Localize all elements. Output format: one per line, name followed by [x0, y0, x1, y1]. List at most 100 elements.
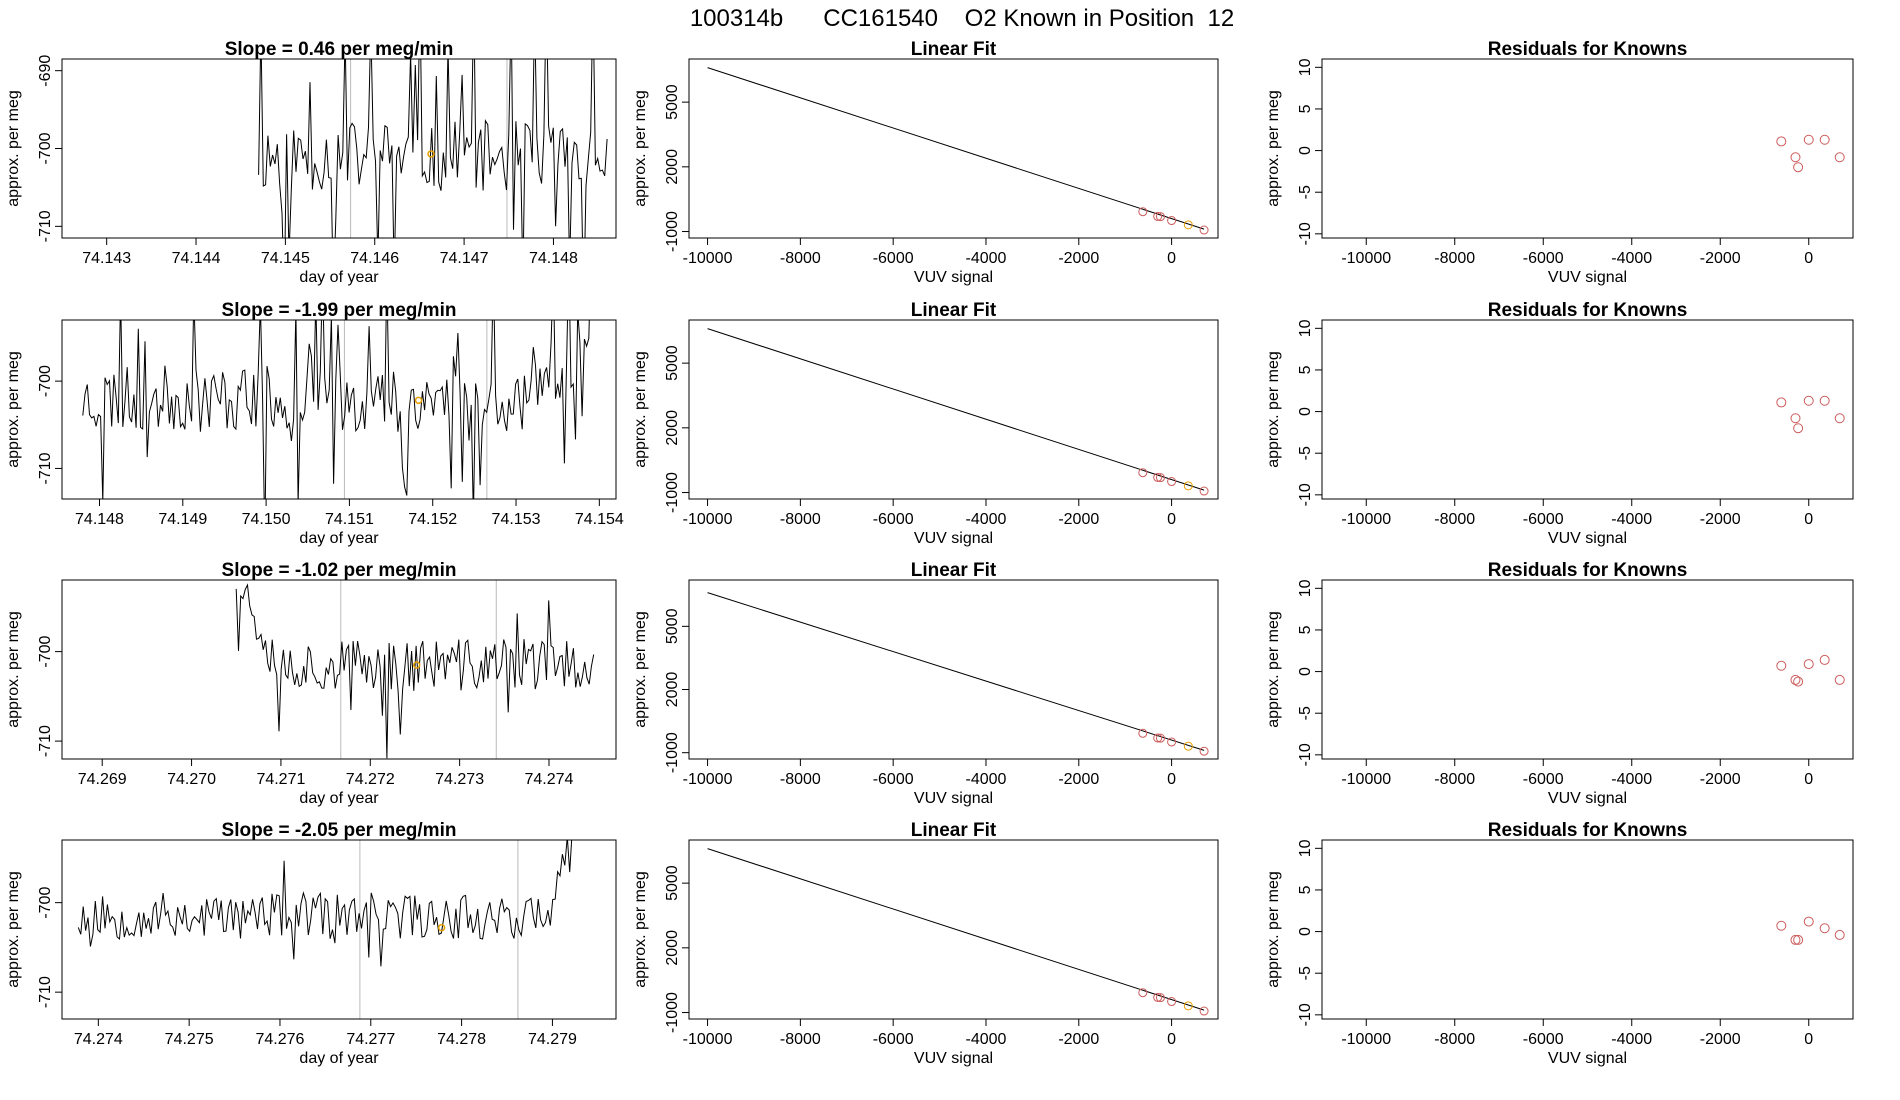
data-series-line — [77, 840, 573, 967]
x-axis-label: VUV signal — [914, 1050, 993, 1067]
x-axis-label: VUV signal — [1548, 530, 1627, 547]
plot-area — [707, 592, 1209, 756]
x-tick-label: 74.272 — [346, 771, 395, 788]
y-tick-label: -5 — [1297, 185, 1314, 199]
known-point — [1155, 212, 1165, 222]
known-point — [1153, 472, 1163, 482]
highlight-point — [437, 923, 446, 932]
plot-area — [258, 59, 608, 238]
known-point — [1199, 486, 1209, 496]
plot-frame — [61, 319, 617, 500]
residual-point — [1834, 674, 1845, 685]
x-tick-label: -10000 — [1341, 511, 1391, 528]
plot-frame — [1321, 579, 1854, 760]
y-tick-label: -10 — [1297, 743, 1314, 766]
panel-title: Residuals for Knowns — [1488, 39, 1688, 60]
y-tick-label: -10 — [1297, 483, 1314, 506]
highlight-point — [412, 661, 421, 669]
y-tick-label: 10 — [1297, 58, 1314, 76]
plot-frame — [61, 839, 617, 1020]
panel-1: Slope = 0.46 per meg/min 74.143 74.144 74.1… — [5, 39, 617, 286]
panel-5: Linear Fit -10000 -8000 -6000 -4000 -2000 0 -10… — [632, 300, 1219, 547]
x-tick-label: -10000 — [1341, 1031, 1391, 1048]
plot-frame — [688, 58, 1219, 239]
residual-point — [1803, 659, 1814, 670]
panel-title: Slope = -1.02 per meg/min — [222, 560, 457, 581]
plot-frame — [688, 579, 1219, 760]
x-tick-label: -4000 — [1611, 771, 1652, 788]
known-point — [1167, 997, 1177, 1007]
x-tick-label: -8000 — [780, 771, 821, 788]
residual-point — [1776, 397, 1787, 408]
residual-point — [1790, 413, 1801, 424]
known-point — [1167, 477, 1177, 487]
y-tick-label: -710 — [37, 725, 54, 757]
x-tick-label: -4000 — [1611, 1031, 1652, 1048]
y-tick-label: 10 — [1297, 319, 1314, 337]
plot-frame — [688, 319, 1219, 500]
known-point — [1155, 733, 1165, 743]
y-tick-label: 0 — [1297, 927, 1314, 936]
y-axis-label: approx. per meg — [5, 871, 22, 988]
plot-frame — [61, 579, 617, 760]
residual-point — [1819, 654, 1830, 665]
x-tick-label: 0 — [1167, 250, 1176, 267]
x-tick-label: 74.148 — [75, 511, 124, 528]
data-series-line — [235, 583, 595, 759]
residual-point — [1834, 929, 1845, 940]
plot-area — [1776, 395, 1845, 434]
y-tick-label: -5 — [1297, 706, 1314, 720]
plot-frame — [1321, 319, 1854, 500]
plot-area — [77, 840, 573, 1019]
known-point — [1138, 207, 1148, 217]
y-tick-label: 5 — [1297, 885, 1314, 894]
x-tick-label: -4000 — [1611, 250, 1652, 267]
x-tick-label: -4000 — [1611, 511, 1652, 528]
x-tick-label: 74.148 — [529, 250, 578, 267]
panel-title: Linear Fit — [911, 39, 997, 60]
residual-point — [1819, 395, 1830, 406]
x-tick-label: -8000 — [1434, 771, 1475, 788]
panel-4: Slope = -1.99 per meg/min 74.148 74.149 74.… — [5, 300, 624, 547]
x-tick-label: 74.277 — [346, 1031, 395, 1048]
plot-area — [707, 328, 1209, 496]
y-tick-label: -700 — [37, 132, 54, 164]
highlight-point — [1183, 741, 1193, 751]
x-tick-label: -6000 — [1523, 511, 1564, 528]
panel-title: Slope = -2.05 per meg/min — [222, 820, 457, 841]
x-tick-label: -6000 — [1523, 250, 1564, 267]
residual-point — [1793, 423, 1804, 434]
y-tick-label: -700 — [37, 887, 54, 919]
y-tick-label: -1000 — [664, 992, 681, 1033]
x-axis-label: day of year — [299, 790, 379, 807]
x-tick-label: -2000 — [1058, 1031, 1099, 1048]
y-tick-label: -10 — [1297, 1003, 1314, 1026]
panel-title: Linear Fit — [911, 300, 997, 321]
y-axis-label: approx. per meg — [5, 90, 22, 207]
x-tick-label: -2000 — [1058, 771, 1099, 788]
x-tick-label: -6000 — [1523, 771, 1564, 788]
x-tick-label: 74.279 — [528, 1031, 577, 1048]
known-point — [1199, 746, 1209, 756]
panel-7: Slope = -1.02 per meg/min 74.269 74.270 74.… — [5, 560, 617, 807]
y-tick-label: 2000 — [664, 672, 681, 708]
x-tick-label: -2000 — [1700, 250, 1741, 267]
x-tick-label: 74.151 — [325, 511, 374, 528]
x-tick-label: -2000 — [1700, 1031, 1741, 1048]
plot-area — [1776, 134, 1845, 173]
residual-point — [1803, 916, 1814, 927]
x-tick-label: -2000 — [1700, 771, 1741, 788]
x-tick-label: -6000 — [873, 1031, 914, 1048]
fit-line — [707, 848, 1205, 1011]
residual-point — [1803, 134, 1814, 145]
plot-area — [82, 320, 590, 499]
x-tick-label: -6000 — [873, 511, 914, 528]
chart-panels: Slope = 0.46 per meg/min 74.143 74.144 74.1… — [5, 39, 1854, 1067]
x-tick-label: 74.150 — [242, 511, 291, 528]
x-axis-label: VUV signal — [914, 790, 993, 807]
y-tick-label: 0 — [1297, 146, 1314, 155]
y-axis-label: approx. per meg — [1265, 90, 1282, 207]
x-tick-label: 74.271 — [256, 771, 305, 788]
